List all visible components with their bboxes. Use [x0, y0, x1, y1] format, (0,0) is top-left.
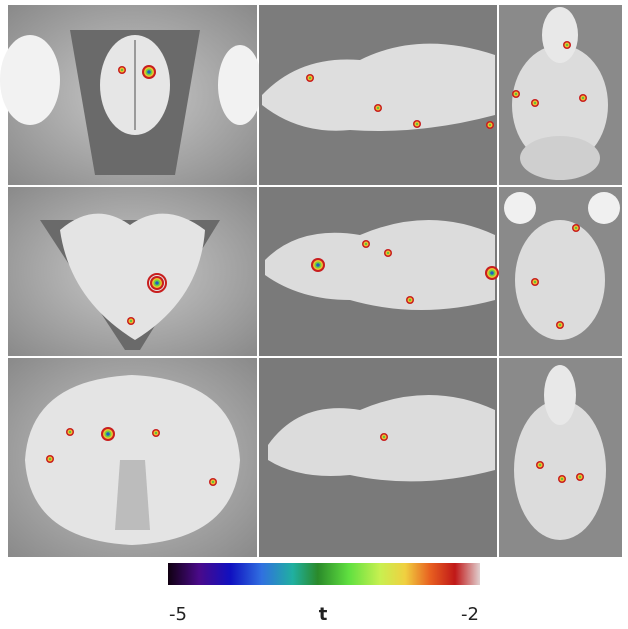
- colorbar: [168, 563, 480, 585]
- figure: -5 t -2: [0, 0, 628, 629]
- colorbar-max: -2: [461, 604, 479, 625]
- colorbar-label: t: [319, 604, 328, 625]
- colorbar-min: -5: [169, 604, 187, 625]
- panels: [0, 5, 622, 557]
